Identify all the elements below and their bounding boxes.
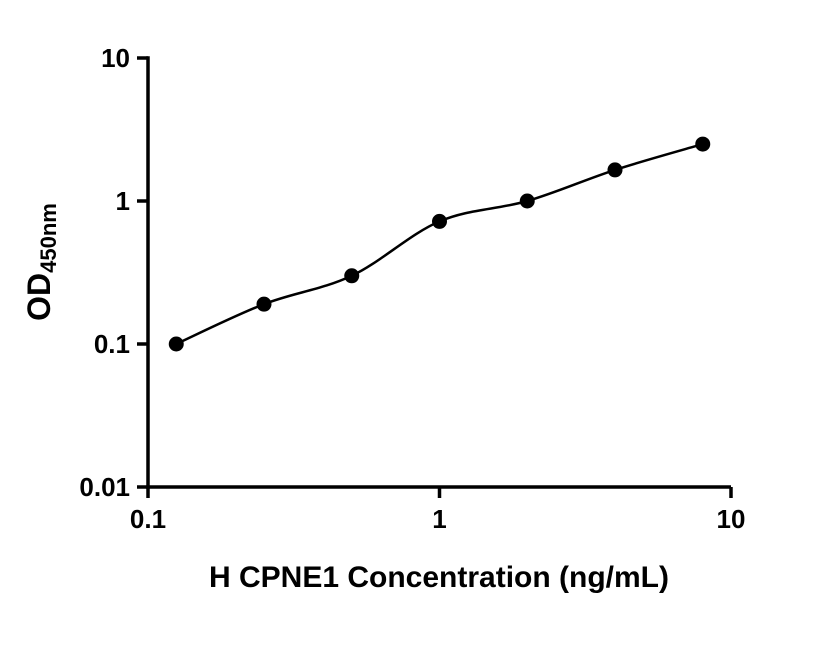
x-axis-tick-label: 0.1 [130, 504, 166, 534]
x-axis-title: H CPNE1 Concentration (ng/mL) [209, 561, 669, 594]
data-point [695, 136, 711, 152]
y-axis-title-subscript: 450nm [36, 203, 61, 273]
data-point [344, 268, 360, 284]
y-axis-title-main: OD [21, 273, 57, 321]
data-point [168, 336, 184, 352]
x-axis-tick-label: 10 [717, 504, 746, 534]
x-axis-tick-label: 1 [432, 504, 446, 534]
data-point [256, 296, 272, 312]
y-axis-tick-label: 10 [101, 43, 130, 73]
data-point [432, 213, 447, 229]
y-axis-tick-label: 0.1 [94, 329, 130, 359]
y-axis-title: OD450nm [21, 203, 61, 321]
y-axis-tick-label: 0.01 [79, 472, 130, 502]
fit-curve [175, 142, 704, 346]
data-point [607, 162, 623, 178]
y-axis-tick-label: 1 [116, 186, 130, 216]
data-point [519, 193, 535, 209]
